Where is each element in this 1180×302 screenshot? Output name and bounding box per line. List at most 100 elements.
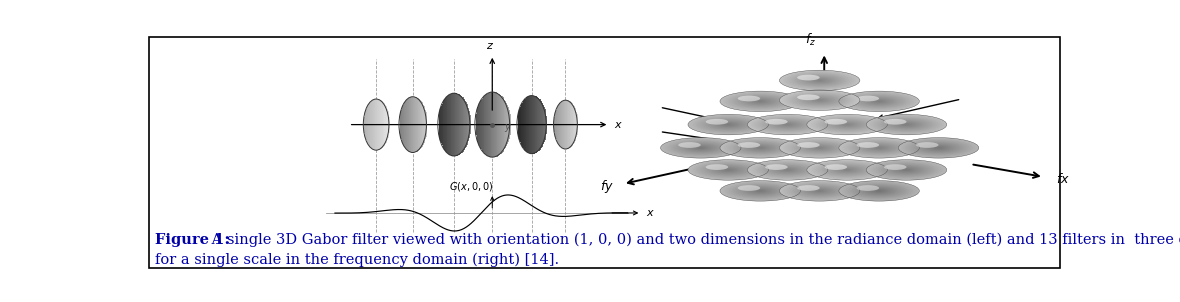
Circle shape: [846, 124, 848, 125]
Circle shape: [673, 141, 729, 155]
Bar: [556, 112, 557, 137]
Circle shape: [776, 167, 799, 173]
Circle shape: [889, 120, 924, 129]
Circle shape: [716, 121, 740, 128]
Circle shape: [749, 115, 826, 134]
Circle shape: [806, 77, 833, 84]
Circle shape: [834, 166, 860, 173]
Circle shape: [748, 188, 772, 194]
Bar: [387, 111, 388, 138]
Circle shape: [887, 120, 925, 129]
Bar: [421, 103, 424, 146]
Circle shape: [793, 184, 846, 198]
Circle shape: [832, 166, 861, 174]
Bar: [494, 92, 496, 157]
Bar: [484, 96, 485, 153]
Bar: [411, 97, 412, 152]
Circle shape: [747, 160, 828, 180]
Circle shape: [878, 163, 935, 177]
Text: A single 3D Gabor filter viewed with orientation (1, 0, 0) and two dimensions in: A single 3D Gabor filter viewed with ori…: [206, 233, 1180, 247]
Bar: [564, 101, 565, 149]
Circle shape: [782, 181, 857, 201]
Circle shape: [887, 165, 925, 175]
Bar: [363, 117, 366, 133]
Circle shape: [786, 182, 853, 199]
Circle shape: [818, 80, 821, 81]
Bar: [454, 93, 457, 156]
Circle shape: [877, 117, 936, 132]
Bar: [446, 98, 447, 152]
Circle shape: [781, 123, 794, 126]
Circle shape: [811, 188, 830, 193]
Bar: [536, 96, 537, 153]
Circle shape: [782, 91, 857, 110]
Circle shape: [866, 144, 892, 151]
Bar: [384, 104, 386, 145]
Bar: [536, 97, 538, 152]
Bar: [539, 100, 542, 149]
Circle shape: [871, 146, 887, 150]
Circle shape: [784, 182, 856, 200]
Bar: [378, 99, 380, 150]
Circle shape: [866, 188, 892, 194]
Bar: [450, 94, 452, 155]
Circle shape: [814, 146, 825, 149]
Circle shape: [750, 99, 769, 104]
Bar: [405, 102, 406, 147]
Circle shape: [719, 122, 738, 127]
Bar: [381, 101, 382, 149]
Bar: [414, 97, 417, 152]
Circle shape: [726, 182, 795, 200]
Circle shape: [813, 79, 826, 82]
Bar: [491, 92, 492, 157]
Circle shape: [691, 146, 710, 150]
Circle shape: [779, 168, 797, 172]
Circle shape: [730, 183, 789, 198]
Circle shape: [840, 92, 918, 111]
Bar: [496, 93, 498, 156]
Bar: [461, 98, 464, 152]
Bar: [388, 117, 389, 133]
Circle shape: [748, 98, 772, 104]
Circle shape: [736, 142, 785, 154]
Circle shape: [788, 92, 851, 108]
Bar: [504, 101, 506, 148]
Bar: [505, 103, 507, 146]
Circle shape: [899, 138, 977, 158]
Circle shape: [747, 144, 774, 151]
Circle shape: [689, 145, 713, 151]
Bar: [440, 108, 442, 141]
Bar: [498, 94, 500, 155]
Bar: [412, 97, 414, 153]
Bar: [543, 105, 544, 144]
Circle shape: [695, 162, 762, 178]
Bar: [386, 109, 388, 140]
Circle shape: [867, 145, 891, 151]
Circle shape: [795, 142, 844, 154]
Circle shape: [694, 161, 763, 179]
Circle shape: [839, 181, 919, 201]
Bar: [566, 100, 568, 149]
Circle shape: [861, 97, 897, 106]
Circle shape: [703, 118, 754, 131]
Bar: [426, 116, 427, 133]
Circle shape: [857, 185, 902, 197]
Bar: [560, 103, 562, 146]
Circle shape: [728, 183, 793, 199]
Circle shape: [815, 99, 824, 101]
Circle shape: [758, 190, 763, 191]
Bar: [417, 98, 419, 151]
Circle shape: [853, 95, 905, 108]
Bar: [405, 101, 407, 148]
Circle shape: [795, 74, 844, 87]
Bar: [509, 114, 511, 135]
Circle shape: [727, 93, 794, 110]
Circle shape: [754, 116, 821, 133]
Bar: [497, 93, 498, 156]
Circle shape: [922, 143, 956, 152]
Circle shape: [932, 146, 945, 149]
Circle shape: [678, 142, 701, 148]
Bar: [400, 112, 402, 137]
Circle shape: [806, 144, 833, 151]
Circle shape: [689, 160, 767, 180]
